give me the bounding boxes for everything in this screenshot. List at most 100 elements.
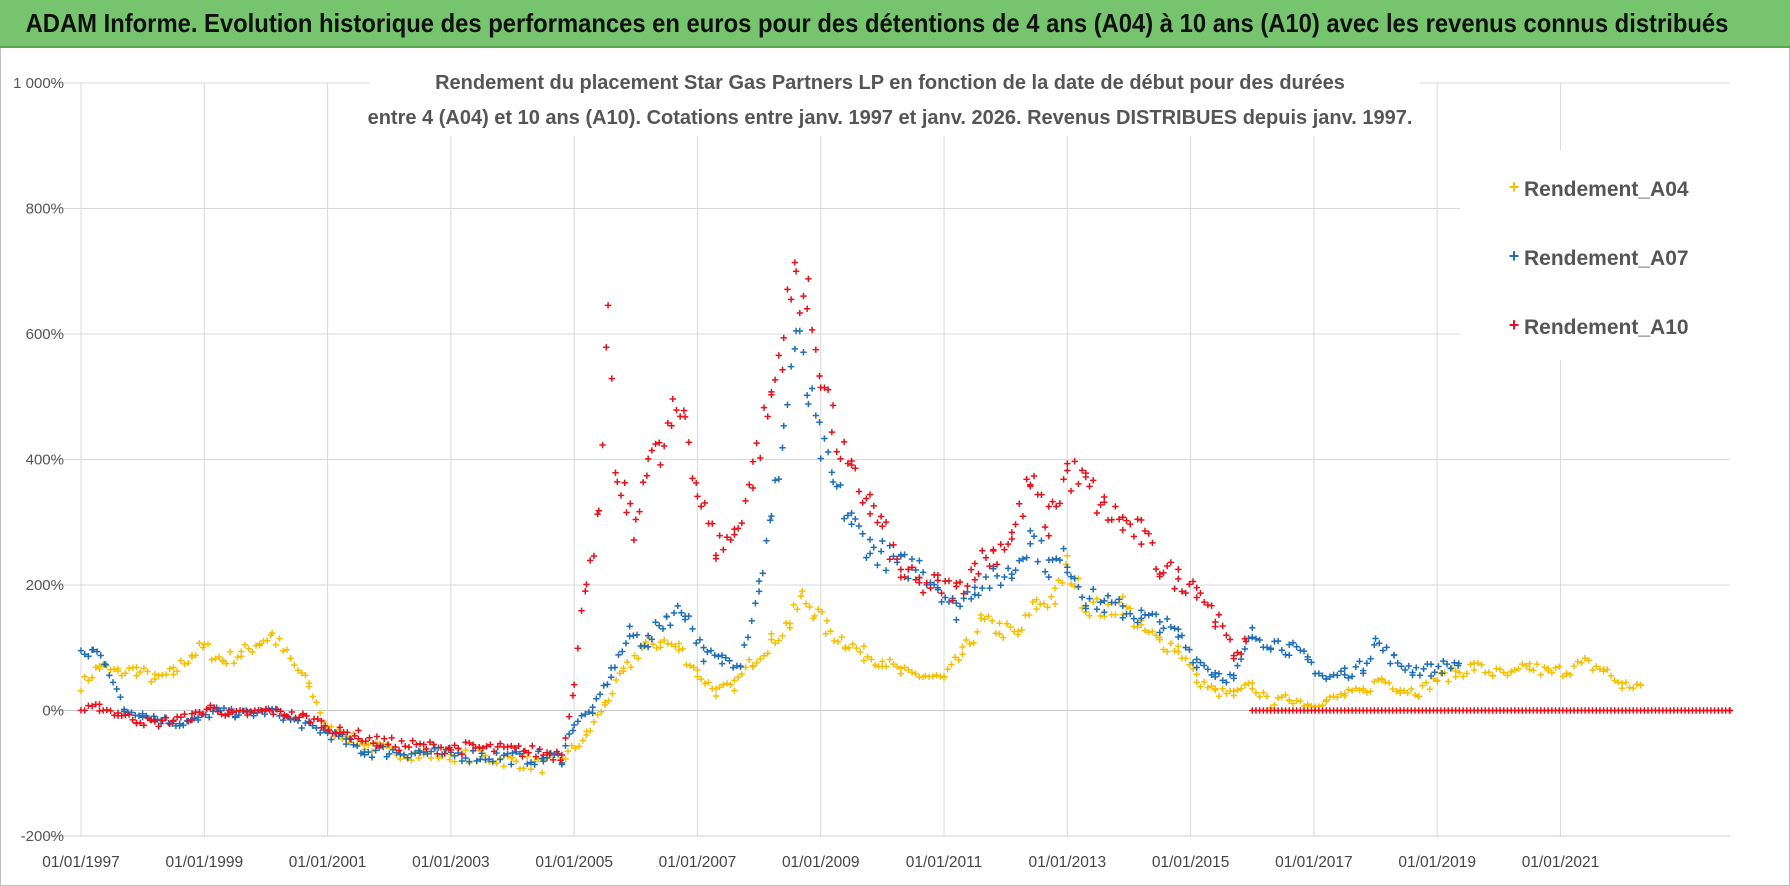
data-point xyxy=(208,656,215,663)
data-points xyxy=(77,259,1734,776)
data-point xyxy=(808,326,816,334)
data-point xyxy=(1141,627,1149,634)
data-point xyxy=(1101,597,1108,605)
data-point xyxy=(668,422,675,429)
data-point xyxy=(1286,641,1293,648)
data-point xyxy=(986,562,993,570)
data-point xyxy=(1618,679,1626,687)
data-point xyxy=(1097,501,1104,509)
data-point xyxy=(594,510,601,518)
data-point xyxy=(420,741,427,748)
data-point xyxy=(840,515,848,522)
data-point xyxy=(1256,636,1263,644)
data-point xyxy=(951,654,959,661)
data-point xyxy=(1533,661,1541,668)
data-point xyxy=(775,637,783,644)
data-point xyxy=(755,577,763,585)
data-point xyxy=(970,639,977,647)
data-point xyxy=(923,579,930,587)
data-point xyxy=(1435,663,1442,670)
data-point xyxy=(730,664,737,671)
data-point xyxy=(845,644,853,652)
data-point xyxy=(694,493,701,500)
data-point xyxy=(369,739,377,747)
data-point xyxy=(1023,554,1030,561)
data-point xyxy=(1027,481,1034,488)
data-point xyxy=(1537,671,1544,678)
data-point xyxy=(589,704,596,711)
data-point xyxy=(711,652,718,659)
data-point xyxy=(1127,520,1134,528)
data-point xyxy=(934,571,942,579)
data-point xyxy=(908,564,916,571)
data-point xyxy=(960,590,967,597)
data-point xyxy=(882,518,890,526)
data-point xyxy=(234,654,241,661)
data-point xyxy=(531,761,538,768)
data-point xyxy=(151,670,159,678)
data-point xyxy=(1544,665,1552,673)
data-point xyxy=(768,630,775,638)
data-point xyxy=(1278,647,1286,654)
data-point xyxy=(749,484,757,492)
data-point xyxy=(660,636,668,644)
data-point xyxy=(757,454,764,462)
data-point xyxy=(901,573,908,581)
data-point xyxy=(718,660,726,667)
data-point xyxy=(669,395,676,403)
data-point xyxy=(1067,487,1075,495)
data-point xyxy=(1171,585,1178,592)
data-point xyxy=(1249,634,1256,641)
data-point xyxy=(908,555,916,563)
data-point xyxy=(1000,634,1007,641)
data-point xyxy=(77,687,85,695)
data-point xyxy=(746,656,753,664)
data-point xyxy=(981,616,988,623)
data-point xyxy=(1138,607,1145,614)
data-point xyxy=(88,702,96,710)
data-point xyxy=(1193,671,1200,678)
data-point xyxy=(686,662,694,669)
data-point xyxy=(990,546,997,553)
data-point xyxy=(675,646,683,654)
data-point xyxy=(821,384,828,391)
data-point xyxy=(1459,673,1467,680)
data-point xyxy=(1263,693,1271,700)
data-point xyxy=(1049,498,1056,505)
data-point xyxy=(593,695,600,702)
data-point xyxy=(720,681,727,688)
data-point xyxy=(1447,665,1454,672)
data-point xyxy=(298,724,305,732)
data-point xyxy=(771,639,779,647)
data-point xyxy=(605,697,612,704)
data-point xyxy=(916,574,923,581)
data-point xyxy=(775,475,783,483)
legend-label-a10: Rendement_A10 xyxy=(1524,316,1689,339)
data-point xyxy=(1378,675,1385,682)
data-point xyxy=(1574,658,1581,665)
data-point xyxy=(302,672,309,679)
data-point xyxy=(1152,611,1160,618)
data-point xyxy=(893,555,901,563)
data-point xyxy=(1371,678,1378,685)
data-point xyxy=(685,612,693,620)
data-point xyxy=(1038,537,1045,544)
data-point xyxy=(434,750,441,758)
data-point xyxy=(1360,670,1367,677)
data-point xyxy=(532,753,540,760)
data-point xyxy=(993,561,1001,568)
data-point xyxy=(569,727,577,734)
data-point xyxy=(284,713,292,721)
data-point xyxy=(225,706,233,714)
data-point xyxy=(1112,503,1119,510)
data-point xyxy=(1226,636,1234,643)
data-point xyxy=(350,741,357,748)
data-point xyxy=(570,681,578,688)
data-point xyxy=(303,712,310,720)
data-point xyxy=(838,633,845,641)
data-point xyxy=(963,636,970,644)
data-point xyxy=(718,652,726,659)
data-point xyxy=(102,661,109,668)
data-point xyxy=(1182,655,1189,662)
